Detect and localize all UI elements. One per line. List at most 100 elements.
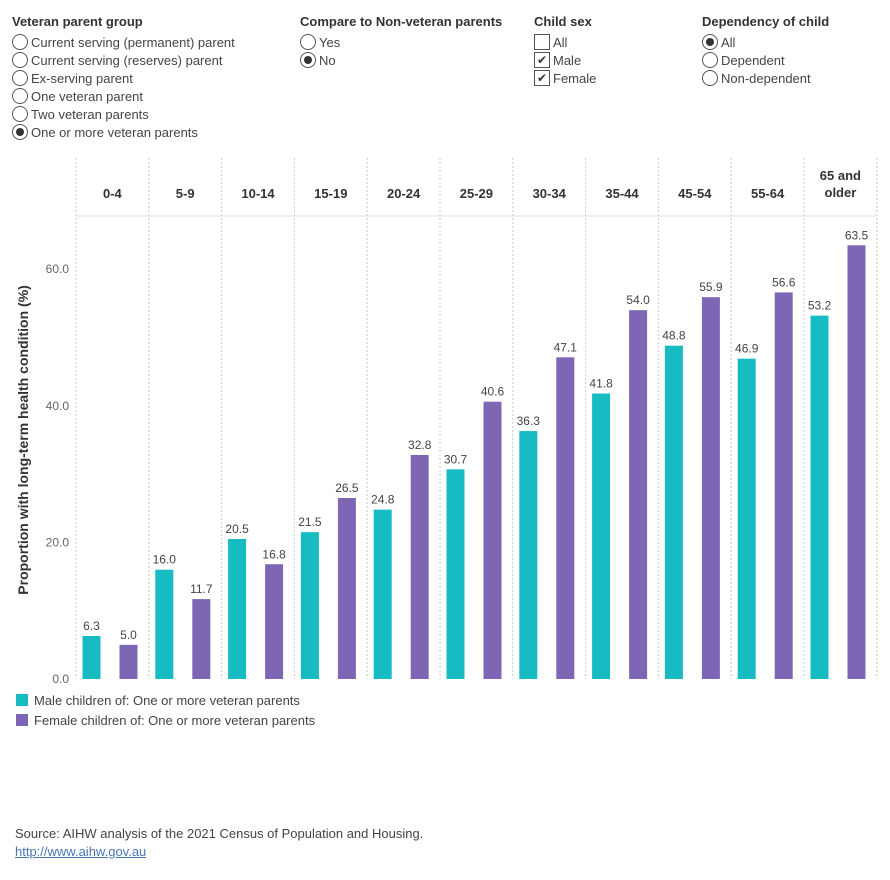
data-label: 16.8 xyxy=(262,547,286,561)
child-sex-filter-title: Child sex xyxy=(534,14,592,29)
data-label: 46.9 xyxy=(735,342,759,356)
radio-option-no[interactable]: No xyxy=(300,51,502,69)
legend-label: Female children of: One or more veteran … xyxy=(34,712,316,728)
option-label: No xyxy=(319,52,336,68)
option-label: One or more veteran parents xyxy=(31,124,198,140)
radio-option-ex-serving[interactable]: Ex-serving parent xyxy=(12,69,235,87)
radio-option-two-veteran[interactable]: Two veteran parents xyxy=(12,105,235,123)
legend-item-female[interactable]: Female children of: One or more veteran … xyxy=(16,710,315,730)
dependency-filter: Dependency of child All Dependent Non-de… xyxy=(702,14,829,87)
compare-filter-title: Compare to Non-veteran parents xyxy=(300,14,503,29)
option-label: Yes xyxy=(319,34,341,50)
option-label: Current serving (reserves) parent xyxy=(31,52,223,68)
bar-female xyxy=(774,292,793,679)
bar-female xyxy=(483,401,502,679)
option-label: Male xyxy=(553,52,582,68)
bar-female xyxy=(701,297,720,679)
veteran-parent-group-title: Veteran parent group xyxy=(12,14,143,29)
data-label: 41.8 xyxy=(589,377,613,391)
category-header: 35-44 xyxy=(605,186,639,201)
data-label: 20.5 xyxy=(225,522,249,536)
option-label: Current serving (permanent) parent xyxy=(31,34,235,50)
dependency-filter-title: Dependency of child xyxy=(702,14,830,29)
radio-button-icon[interactable] xyxy=(12,34,28,50)
option-label: Dependent xyxy=(721,52,785,68)
radio-option-one-or-more-veteran[interactable]: One or more veteran parents xyxy=(12,123,235,141)
category-header: 5-9 xyxy=(176,186,195,201)
radio-option-yes[interactable]: Yes xyxy=(300,33,502,51)
data-label: 11.7 xyxy=(190,582,213,596)
category-header: older xyxy=(825,185,857,200)
bar-male xyxy=(300,532,319,679)
child-sex-filter: Child sex All ✔ Male ✔ Female xyxy=(534,14,596,87)
chart-legend: Male children of: One or more veteran pa… xyxy=(16,690,315,730)
radio-button-icon[interactable] xyxy=(702,52,718,68)
bar-female xyxy=(556,357,575,679)
bar-male xyxy=(592,393,611,679)
checkbox-option-male[interactable]: ✔ Male xyxy=(534,51,596,69)
data-label: 24.8 xyxy=(371,493,395,507)
radio-button-selected-icon[interactable] xyxy=(300,52,316,68)
checkbox-option-female[interactable]: ✔ Female xyxy=(534,69,596,87)
legend-swatch-female xyxy=(16,714,28,726)
radio-button-icon[interactable] xyxy=(12,70,28,86)
bar-male xyxy=(664,345,683,679)
data-label: 6.3 xyxy=(83,619,100,633)
radio-option-non-dependent[interactable]: Non-dependent xyxy=(702,69,829,87)
data-label: 32.8 xyxy=(408,438,432,452)
bar-male xyxy=(373,509,392,679)
bar-female xyxy=(337,498,356,679)
data-label: 5.0 xyxy=(120,628,137,642)
legend-item-male[interactable]: Male children of: One or more veteran pa… xyxy=(16,690,315,710)
radio-button-selected-icon[interactable] xyxy=(702,34,718,50)
option-label: Female xyxy=(553,70,597,86)
radio-option-all[interactable]: All xyxy=(702,33,829,51)
radio-button-icon[interactable] xyxy=(300,34,316,50)
source-note: Source: AIHW analysis of the 2021 Census… xyxy=(15,825,423,861)
legend-swatch-male xyxy=(16,694,28,706)
option-label: All xyxy=(721,34,736,50)
radio-option-current-serving-reserves[interactable]: Current serving (reserves) parent xyxy=(12,51,235,69)
source-link[interactable]: http://www.aihw.gov.au xyxy=(15,844,147,859)
data-label: 53.2 xyxy=(808,299,832,313)
y-tick-label: 20.0 xyxy=(46,535,70,549)
category-header: 20-24 xyxy=(387,186,421,201)
category-header: 10-14 xyxy=(241,186,275,201)
category-header: 25-29 xyxy=(460,186,493,201)
bar-male xyxy=(519,431,538,679)
veteran-parent-group-filter: Veteran parent group Current serving (pe… xyxy=(12,14,235,141)
bar-male xyxy=(155,569,174,679)
option-label: Ex-serving parent xyxy=(31,70,133,86)
radio-button-icon[interactable] xyxy=(12,106,28,122)
y-tick-label: 0.0 xyxy=(52,672,69,685)
data-label: 21.5 xyxy=(298,515,322,529)
data-label: 56.6 xyxy=(772,275,796,289)
bar-chart: Proportion with long-term health conditi… xyxy=(15,158,878,685)
bar-female xyxy=(847,245,866,680)
bar-male xyxy=(228,538,247,679)
bar-male xyxy=(810,315,829,679)
data-label: 63.5 xyxy=(845,228,869,242)
compare-filter: Compare to Non-veteran parents Yes No xyxy=(300,14,502,69)
radio-button-icon[interactable] xyxy=(12,88,28,104)
data-label: 55.9 xyxy=(699,280,723,294)
bar-female xyxy=(265,564,284,679)
category-header: 0-4 xyxy=(103,186,123,201)
data-label: 40.6 xyxy=(481,385,505,399)
radio-option-current-serving-permanent[interactable]: Current serving (permanent) parent xyxy=(12,33,235,51)
radio-button-selected-icon[interactable] xyxy=(12,124,28,140)
checkbox-option-all[interactable]: All xyxy=(534,33,596,51)
radio-option-dependent[interactable]: Dependent xyxy=(702,51,829,69)
bar-female xyxy=(629,310,648,679)
radio-option-one-veteran[interactable]: One veteran parent xyxy=(12,87,235,105)
checkbox-icon[interactable] xyxy=(534,34,550,50)
category-header: 15-19 xyxy=(314,186,347,201)
radio-button-icon[interactable] xyxy=(702,70,718,86)
y-tick-label: 40.0 xyxy=(46,399,70,413)
checkbox-checked-icon[interactable]: ✔ xyxy=(534,52,550,68)
option-label: Two veteran parents xyxy=(31,106,149,122)
radio-button-icon[interactable] xyxy=(12,52,28,68)
data-label: 16.0 xyxy=(153,553,177,567)
bar-male xyxy=(446,469,465,679)
checkbox-checked-icon[interactable]: ✔ xyxy=(534,70,550,86)
